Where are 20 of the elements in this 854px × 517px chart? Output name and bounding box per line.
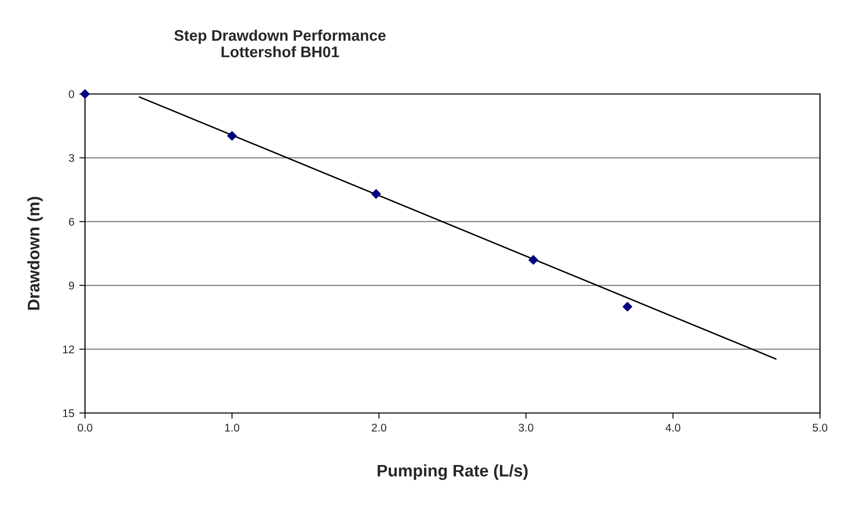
x-tick-label: 2.0 [372, 424, 386, 432]
point [622, 302, 632, 312]
x-tick-label: 3.0 [518, 424, 534, 432]
y-tick-label: 3 [68, 154, 74, 162]
x-tick-label: 4.0 [666, 424, 680, 432]
y-tick-label: 12 [63, 345, 74, 354]
x-tick-label: 1.0 [225, 424, 240, 432]
point [528, 255, 538, 265]
x-tick-label: 0.0 [78, 424, 92, 432]
y-tick-label: 0 [68, 90, 74, 98]
y-tick-label: 9 [68, 282, 74, 290]
x-axis-title: Pumping Rate (L/s) [378, 464, 528, 480]
chart-title: Step Drawdown Performance Lottershof BH01 [174, 30, 386, 58]
y-axis-title: Drawdown (m) [27, 196, 43, 310]
point [80, 89, 90, 99]
y-tick-label: 15 [63, 409, 74, 418]
point [227, 131, 237, 141]
point [371, 189, 381, 199]
x-tick-label: 5.0 [812, 424, 828, 432]
y-tick-label: 6 [68, 218, 74, 226]
